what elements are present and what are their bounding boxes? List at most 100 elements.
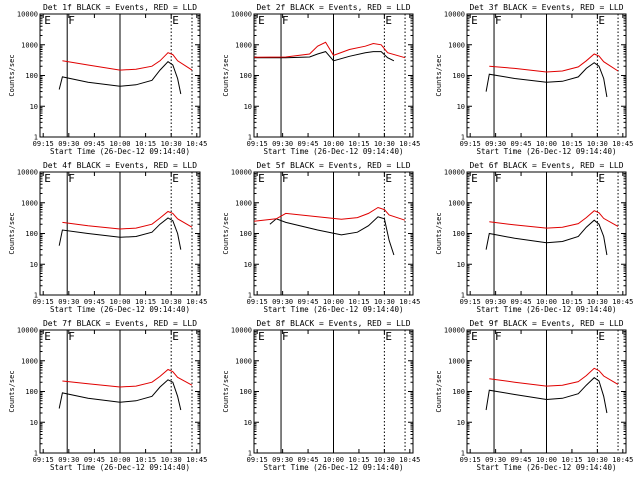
x-tick-label: 10:15 [348,298,369,306]
y-tick-label: 10 [244,103,252,111]
interval-marker-label: F [495,14,502,27]
y-tick-label: 10000 [231,327,252,335]
y-axis-label: Counts/sec [435,212,443,254]
x-tick-label: 10:15 [135,140,156,148]
x-axis-label: Start Time (26-Dec-12 09:14:40) [50,147,190,156]
interval-marker-label: E [598,172,605,185]
x-tick-label: 09:15 [247,140,268,148]
panel-title: Det 8f BLACK = Events, RED = LLD [256,319,410,328]
y-axis-label: Counts/sec [222,370,230,412]
x-tick-label: 10:45 [612,456,633,464]
x-tick-label: 09:30 [272,140,293,148]
y-tick-label: 10000 [231,169,252,177]
y-tick-label: 100 [239,230,252,238]
panel-title: Det 4f BLACK = Events, RED = LLD [43,161,197,170]
x-tick-label: 09:30 [272,298,293,306]
series-events [485,377,608,414]
x-axis-label: Start Time (26-Dec-12 09:14:40) [50,463,190,472]
x-tick-label: 10:15 [348,140,369,148]
panel-title: Det 6f BLACK = Events, RED = LLD [469,161,623,170]
x-tick-label: 09:45 [84,298,105,306]
x-tick-label: 10:45 [399,456,420,464]
y-tick-label: 10000 [444,11,465,19]
x-tick-label: 09:45 [84,456,105,464]
x-axis-label: Start Time (26-Dec-12 09:14:40) [264,147,404,156]
x-tick-label: 09:15 [33,456,54,464]
y-tick-label: 100 [452,72,465,80]
y-tick-label: 1 [461,134,465,142]
interval-marker-label: E [172,14,179,27]
x-tick-label: 09:15 [460,140,481,148]
y-tick-label: 10 [30,261,38,269]
panel-title: Det 5f BLACK = Events, RED = LLD [256,161,410,170]
interval-marker-label: F [282,14,289,27]
x-tick-label: 10:00 [323,140,344,148]
x-tick-label: 10:15 [135,456,156,464]
series-events [485,219,608,256]
y-tick-label: 100 [25,388,38,396]
interval-marker-label: F [282,172,289,185]
interval-marker-label: E [471,330,478,343]
x-tick-label: 10:00 [323,456,344,464]
x-tick-label: 10:30 [587,298,608,306]
x-tick-label: 09:45 [298,456,319,464]
x-tick-label: 10:45 [399,298,420,306]
x-tick-label: 09:30 [58,456,79,464]
x-tick-label: 09:15 [33,140,54,148]
y-tick-label: 1000 [235,41,252,49]
interval-marker-label: E [258,330,265,343]
series-events [58,217,182,250]
panel-title: Det 1f BLACK = Events, RED = LLD [43,3,197,12]
y-tick-label: 1000 [448,357,465,365]
interval-marker-label: E [471,14,478,27]
series-lld [62,368,193,388]
x-tick-label: 09:45 [84,140,105,148]
series-lld [489,210,619,229]
interval-marker-label: F [495,172,502,185]
x-tick-label: 09:45 [298,140,319,148]
x-tick-label: 09:30 [485,140,506,148]
y-tick-label: 100 [452,388,465,396]
x-tick-label: 09:30 [485,456,506,464]
x-tick-label: 09:30 [58,140,79,148]
x-tick-label: 09:30 [58,298,79,306]
x-tick-label: 10:45 [612,140,633,148]
x-tick-label: 10:15 [561,140,582,148]
y-tick-label: 100 [239,72,252,80]
panel-det-9: Det 9f BLACK = Events, RED = LLD 1 10 100 10… [435,319,633,472]
x-axis-label: Start Time (26-Dec-12 09:14:40) [477,305,617,314]
panel-det-4: Det 4f BLACK = Events, RED = LLD 1 10 100 10… [8,161,207,314]
panel-det-8: Det 8f BLACK = Events, RED = LLD 1 10 100 10… [222,319,420,472]
y-tick-label: 1 [34,292,38,300]
y-tick-label: 1000 [448,199,465,207]
panel-title: Det 3f BLACK = Events, RED = LLD [469,3,623,12]
y-tick-label: 1 [34,134,38,142]
x-tick-label: 09:45 [511,298,532,306]
x-tick-label: 09:30 [272,456,293,464]
x-tick-label: 09:45 [298,298,319,306]
x-tick-label: 10:00 [109,298,130,306]
y-tick-label: 100 [239,388,252,396]
y-tick-label: 10 [457,261,465,269]
interval-marker-label: F [495,330,502,343]
interval-marker-label: E [44,172,51,185]
x-tick-label: 10:45 [612,298,633,306]
y-axis-label: Counts/sec [222,54,230,96]
interval-marker-label: E [598,14,605,27]
series-events [58,379,182,411]
x-tick-label: 09:15 [247,456,268,464]
y-tick-label: 100 [25,230,38,238]
y-tick-label: 100 [452,230,465,238]
interval-marker-label: E [258,14,265,27]
y-tick-label: 1000 [21,199,38,207]
y-tick-label: 10000 [17,11,38,19]
interval-marker-label: E [172,172,179,185]
panel-det-3: Det 3f BLACK = Events, RED = LLD 1 10 100 10… [435,3,633,156]
series-lld [62,52,193,71]
interval-marker-label: E [598,330,605,343]
x-tick-label: 10:30 [374,456,395,464]
x-axis-label: Start Time (26-Dec-12 09:14:40) [477,147,617,156]
x-tick-label: 09:15 [247,298,268,306]
x-tick-label: 10:45 [186,456,207,464]
